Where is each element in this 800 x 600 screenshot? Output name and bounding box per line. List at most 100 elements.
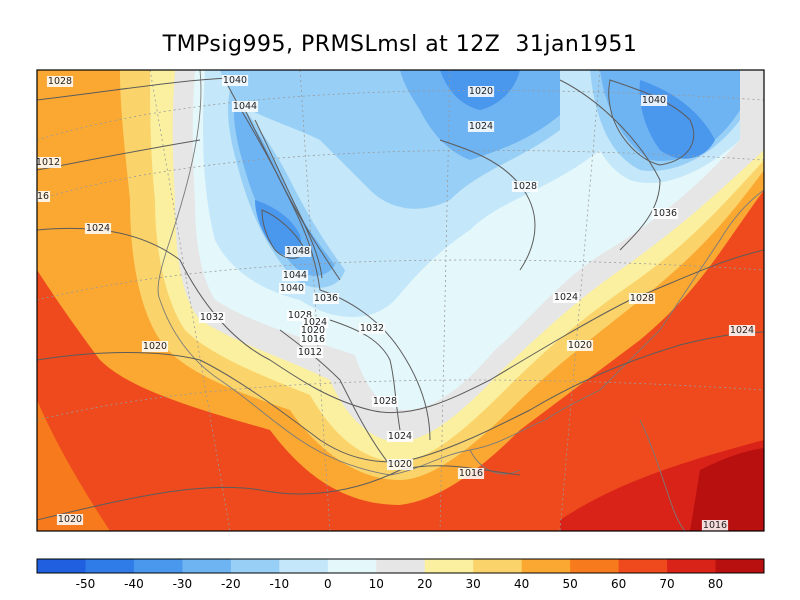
isobar-label: 1028 <box>630 293 654 304</box>
isobar-label-background <box>46 76 74 87</box>
legend-border <box>36 558 765 574</box>
isobar-label: 1020 <box>301 325 325 336</box>
isobar-label: 1012 <box>298 347 322 358</box>
isobar-label: 1012 <box>36 157 60 168</box>
isobar-label-background <box>457 468 485 479</box>
isobar-label: 1044 <box>233 101 257 112</box>
isobar-label: 1016 <box>459 468 483 479</box>
isobar-label: 1036 <box>314 293 338 304</box>
legend-swatch <box>376 559 426 573</box>
isobar-label-layer: 1028101216102410201040104410481044104010… <box>34 75 756 531</box>
legend-swatch <box>521 559 571 573</box>
legend-tick-labels: -50 -40 -30 -20 -10 0 10 20 30 40 50 60 70 80 <box>76 577 724 591</box>
isobar-label-background <box>386 431 414 442</box>
isobar-label: 1036 <box>653 208 677 219</box>
isobar-label: 1020 <box>143 341 167 352</box>
isobar-label-background <box>286 310 314 321</box>
map-frame <box>36 69 765 532</box>
legend-swatch <box>182 559 232 573</box>
isobar-label-background <box>467 121 495 132</box>
isobar-label-background <box>552 292 580 303</box>
isobar-label: 1020 <box>568 340 592 351</box>
isobar-label-background <box>296 347 324 358</box>
isobar-label: 1032 <box>360 323 384 334</box>
isobar-label-background <box>141 341 169 352</box>
isobar-label: 1040 <box>642 95 666 106</box>
isobar-label-background <box>566 340 594 351</box>
legend-swatch <box>230 559 280 573</box>
isobar-label: 1016 <box>703 520 727 531</box>
isobar-label-background <box>231 101 259 112</box>
legend-tick-label: 10 <box>369 577 384 591</box>
isobar-label: 1028 <box>288 310 312 321</box>
isobar-label: 1020 <box>388 459 412 470</box>
isobar-label: 1028 <box>513 181 537 192</box>
isobar-label-background <box>35 191 51 202</box>
isobar-label: 1020 <box>469 86 493 97</box>
legend-swatch <box>279 559 329 573</box>
isobar-label: 1024 <box>730 325 754 336</box>
isobar-label-background <box>651 208 679 219</box>
isobar-label: 1024 <box>469 121 493 132</box>
legend-swatch <box>618 559 668 573</box>
legend-tick-label: 60 <box>611 577 626 591</box>
legend-tick-label: 40 <box>514 577 529 591</box>
legend-swatch <box>327 559 377 573</box>
isobar-label-background <box>386 459 414 470</box>
isobar-label-background <box>56 514 84 525</box>
legend-swatch <box>85 559 135 573</box>
isobar-label: 16 <box>37 191 49 202</box>
legend-swatch <box>570 559 620 573</box>
isobar-label-background <box>701 520 729 531</box>
isobar-label-background <box>728 325 756 336</box>
isobar-label-background <box>467 86 495 97</box>
legend-tick-label: -50 <box>76 577 96 591</box>
isobar-label-background <box>299 334 327 345</box>
legend-swatch <box>715 559 765 573</box>
isobar-label: 1044 <box>283 270 307 281</box>
isobar-label-background <box>221 75 249 86</box>
isobar-label: 1024 <box>388 431 412 442</box>
isobar-label-background <box>198 312 226 323</box>
legend-swatch <box>667 559 717 573</box>
legend-tick-label: 0 <box>324 577 332 591</box>
isobar-label-background <box>301 317 329 328</box>
legend-swatch <box>473 559 523 573</box>
legend-tick-label: -10 <box>270 577 290 591</box>
legend-tick-label: -30 <box>173 577 193 591</box>
legend-tick-label: -20 <box>221 577 241 591</box>
legend-tick-label: 30 <box>466 577 481 591</box>
legend-swatches <box>36 558 765 574</box>
legend-tick-label: 20 <box>417 577 432 591</box>
legend-swatch <box>133 559 183 573</box>
isobar-label-background <box>84 223 112 234</box>
isobar-label: 1024 <box>86 223 110 234</box>
isobar-label-background <box>284 246 312 257</box>
isobar-label-background <box>34 157 62 168</box>
map-title: TMPsig995, PRMSLmsl at 12Z 31jan1951 <box>162 32 638 57</box>
isobar-label-background <box>278 283 306 294</box>
isobar-label: 1028 <box>48 76 72 87</box>
isobar-label: 1040 <box>280 283 304 294</box>
isobar-label: 1048 <box>286 246 310 257</box>
isobar-label-background <box>640 95 668 106</box>
isobar-label-background <box>299 325 327 336</box>
isobar-label-background <box>281 270 309 281</box>
isobar-label: 1040 <box>223 75 247 86</box>
isobar-label: 1028 <box>373 396 397 407</box>
isobar-label-background <box>628 293 656 304</box>
isobar-label: 1024 <box>554 292 578 303</box>
isobar-label: 1024 <box>303 317 327 328</box>
legend-tick-label: 80 <box>708 577 723 591</box>
isobar-label: 1032 <box>200 312 224 323</box>
legend-swatch <box>424 559 474 573</box>
isobar-label-background <box>371 396 399 407</box>
isobar-label-background <box>511 181 539 192</box>
isobar-label: 1020 <box>58 514 82 525</box>
isobar-label-background <box>358 323 386 334</box>
isobar-label-background <box>312 293 340 304</box>
legend-tick-label: 70 <box>659 577 674 591</box>
legend-tick-label: 50 <box>562 577 577 591</box>
